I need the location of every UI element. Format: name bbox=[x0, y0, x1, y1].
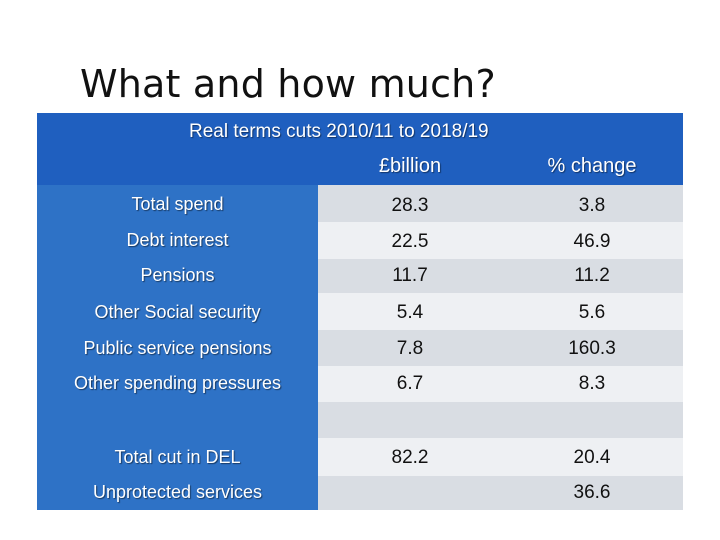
table-header: Real terms cuts 2010/11 to 2018/19 £bill… bbox=[37, 113, 683, 185]
row-label-column bbox=[37, 185, 318, 510]
row-label: Total spend bbox=[131, 194, 224, 214]
cell-percent: 46.9 bbox=[573, 231, 611, 252]
table-row-band bbox=[318, 366, 683, 402]
row-label: Pensions bbox=[140, 265, 215, 285]
row-label: Debt interest bbox=[126, 230, 229, 250]
cuts-table: Real terms cuts 2010/11 to 2018/19 £bill… bbox=[37, 113, 683, 510]
slide-title: What and how much? bbox=[80, 62, 496, 106]
cell-billion: 28.3 bbox=[391, 195, 429, 216]
cell-billion: 11.7 bbox=[392, 265, 428, 286]
cell-percent: 3.8 bbox=[578, 195, 606, 216]
cell-percent: 5.6 bbox=[578, 302, 606, 323]
cell-percent: 8.3 bbox=[578, 373, 606, 394]
row-label: Other Social security bbox=[94, 302, 261, 322]
cell-billion: 22.5 bbox=[391, 231, 429, 252]
cell-billion: 82.2 bbox=[391, 447, 429, 468]
cell-percent: 11.2 bbox=[574, 265, 610, 286]
table-row-band bbox=[318, 476, 683, 510]
table-row-band bbox=[318, 222, 683, 259]
cell-percent: 160.3 bbox=[568, 338, 616, 359]
cell-billion: 5.4 bbox=[396, 302, 424, 323]
table-row-band bbox=[318, 438, 683, 476]
row-label: Public service pensions bbox=[83, 338, 272, 358]
table-row-band bbox=[318, 259, 683, 293]
table-row-band bbox=[318, 293, 683, 330]
table-row-band bbox=[318, 402, 683, 438]
column-header-percent-change: % change bbox=[547, 155, 637, 177]
table-title: Real terms cuts 2010/11 to 2018/19 bbox=[189, 121, 489, 142]
column-header-billion: £billion bbox=[378, 155, 442, 177]
cell-billion: 6.7 bbox=[396, 373, 424, 394]
row-label: Unprotected services bbox=[92, 482, 263, 502]
table-row-band bbox=[318, 185, 683, 222]
row-label: Other spending pressures bbox=[73, 373, 282, 393]
row-label: Total cut in DEL bbox=[114, 447, 241, 467]
cell-percent: 20.4 bbox=[573, 447, 611, 468]
cell-percent: 36.6 bbox=[573, 482, 611, 503]
table-row-band bbox=[318, 330, 683, 366]
cell-billion: 7.8 bbox=[396, 338, 424, 359]
